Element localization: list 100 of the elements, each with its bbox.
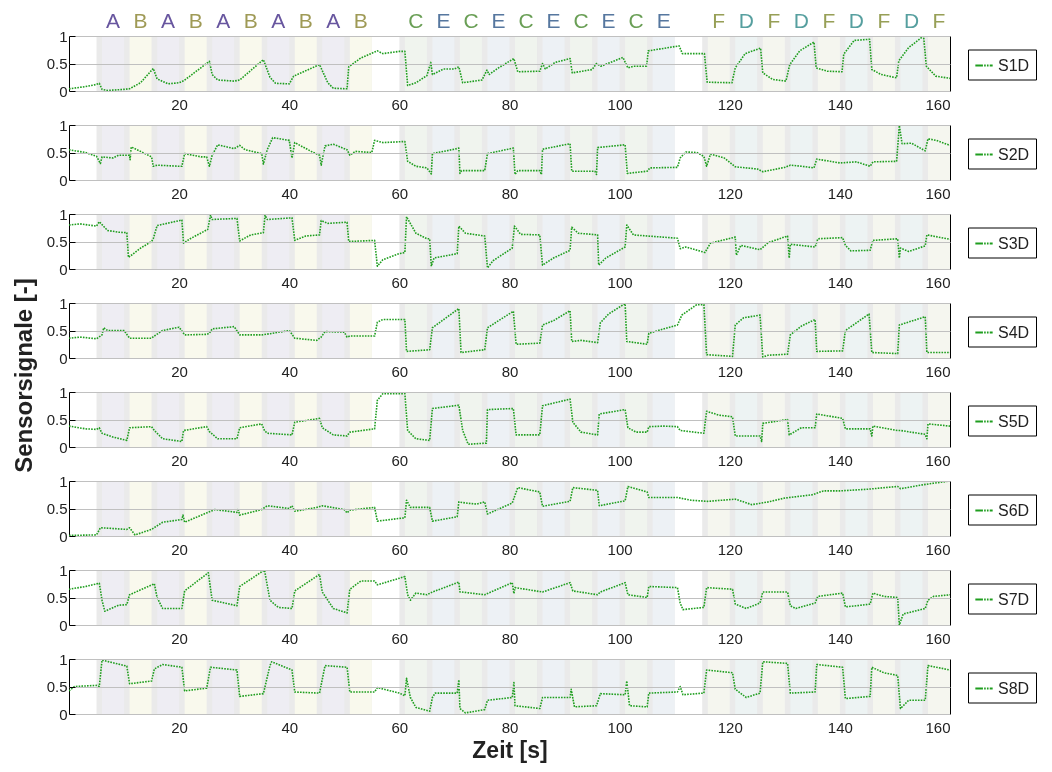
band-label: A xyxy=(106,9,121,32)
y-axis-title: Sensorsignale [-] xyxy=(9,278,37,473)
legend-label: S7D xyxy=(998,590,1030,608)
x-tick-label: 160 xyxy=(925,184,951,202)
x-tick-label: 60 xyxy=(391,451,409,469)
band-label: D xyxy=(738,9,754,32)
legend-label: S4D xyxy=(998,323,1030,341)
line-series xyxy=(69,36,950,91)
x-tick-label: 20 xyxy=(171,273,188,291)
x-tick-label: 140 xyxy=(827,718,853,736)
x-tick-label: 80 xyxy=(501,95,519,113)
band-label: C xyxy=(518,9,534,32)
x-tick-label: 140 xyxy=(827,95,853,113)
x-tick-label: 80 xyxy=(501,540,519,558)
band-label: C xyxy=(408,9,424,32)
x-axis-title: Zeit [s] xyxy=(472,736,548,763)
x-tick-label: 120 xyxy=(717,718,743,736)
band-label: D xyxy=(848,9,864,32)
y-tick-label: 0 xyxy=(59,171,68,189)
legend-label: S8D xyxy=(998,679,1030,697)
band-label: F xyxy=(877,9,891,32)
x-tick-label: 100 xyxy=(607,540,633,558)
x-tick-label: 140 xyxy=(827,184,853,202)
x-tick-label: 60 xyxy=(391,184,409,202)
x-tick-label: 20 xyxy=(171,95,188,113)
band-label: B xyxy=(133,9,148,32)
line-series xyxy=(69,392,950,446)
y-tick-label: 0 xyxy=(59,438,68,456)
x-tick-label: 100 xyxy=(607,718,633,736)
x-tick-label: 80 xyxy=(501,184,519,202)
y-tick-label: 0.5 xyxy=(46,500,68,517)
band-label: C xyxy=(463,9,479,32)
line-series xyxy=(69,481,950,536)
x-tick-label: 40 xyxy=(281,95,299,113)
x-tick-label: 160 xyxy=(925,273,951,291)
x-tick-label: 60 xyxy=(391,273,409,291)
band-label: F xyxy=(767,9,781,32)
y-tick-label: 1 xyxy=(59,116,68,134)
y-tick-label: 0.5 xyxy=(46,678,68,695)
y-tick-label: 1 xyxy=(59,294,68,312)
x-tick-label: 160 xyxy=(925,629,951,647)
x-tick-label: 140 xyxy=(827,540,853,558)
x-tick-label: 140 xyxy=(827,629,853,647)
x-tick-label: 140 xyxy=(827,273,853,291)
y-tick-label: 0 xyxy=(59,527,68,545)
band-label: E xyxy=(601,9,616,32)
legend-label: S5D xyxy=(998,412,1030,430)
band-label: B xyxy=(298,9,313,32)
line-series xyxy=(69,214,950,269)
y-tick-label: 1 xyxy=(59,472,68,490)
line-series xyxy=(69,570,950,625)
y-tick-label: 0 xyxy=(59,82,68,100)
x-tick-label: 120 xyxy=(717,273,743,291)
band-label: B xyxy=(243,9,258,32)
x-tick-label: 20 xyxy=(171,540,188,558)
x-tick-label: 80 xyxy=(501,362,519,380)
x-tick-label: 60 xyxy=(391,629,409,647)
x-tick-label: 160 xyxy=(925,718,951,736)
x-tick-label: 160 xyxy=(925,95,951,113)
band-label: F xyxy=(822,9,836,32)
y-tick-label: 0.5 xyxy=(46,233,68,250)
y-tick-label: 0.5 xyxy=(46,589,68,606)
x-tick-label: 60 xyxy=(391,95,409,113)
line-series xyxy=(69,303,950,358)
y-tick-label: 1 xyxy=(59,383,68,401)
band-label: A xyxy=(161,9,176,32)
y-tick-label: 0.5 xyxy=(46,322,68,339)
y-tick-label: 0 xyxy=(59,349,68,367)
band-label: E xyxy=(491,9,506,32)
x-tick-label: 100 xyxy=(607,362,633,380)
x-tick-label: 40 xyxy=(281,273,299,291)
y-tick-label: 1 xyxy=(59,205,68,223)
x-tick-label: 120 xyxy=(717,451,743,469)
x-tick-label: 120 xyxy=(717,184,743,202)
x-tick-label: 100 xyxy=(607,451,633,469)
band-label: F xyxy=(712,9,726,32)
x-tick-label: 20 xyxy=(171,184,188,202)
x-tick-label: 40 xyxy=(281,629,299,647)
x-tick-label: 40 xyxy=(281,362,299,380)
band-label: A xyxy=(271,9,286,32)
x-tick-label: 100 xyxy=(607,95,633,113)
x-tick-label: 20 xyxy=(171,451,188,469)
band-label: F xyxy=(932,9,946,32)
y-tick-label: 1 xyxy=(59,561,68,579)
band-label: A xyxy=(216,9,231,32)
line-series xyxy=(69,659,950,714)
x-tick-label: 120 xyxy=(717,362,743,380)
x-tick-label: 60 xyxy=(391,540,409,558)
x-tick-label: 80 xyxy=(501,718,519,736)
x-tick-label: 20 xyxy=(171,629,188,647)
legend-label: S2D xyxy=(998,145,1030,163)
y-tick-label: 0 xyxy=(59,616,68,634)
y-tick-label: 0.5 xyxy=(46,144,68,161)
x-tick-label: 80 xyxy=(501,629,519,647)
x-tick-label: 160 xyxy=(925,451,951,469)
x-tick-label: 120 xyxy=(717,95,743,113)
x-tick-label: 40 xyxy=(281,718,299,736)
x-tick-label: 60 xyxy=(391,362,409,380)
legend-label: S3D xyxy=(998,234,1030,252)
legend-label: S6D xyxy=(998,501,1030,519)
